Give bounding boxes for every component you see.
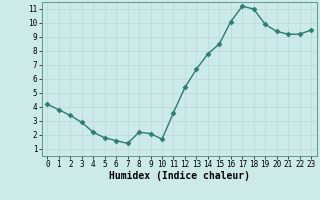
- X-axis label: Humidex (Indice chaleur): Humidex (Indice chaleur): [109, 171, 250, 181]
